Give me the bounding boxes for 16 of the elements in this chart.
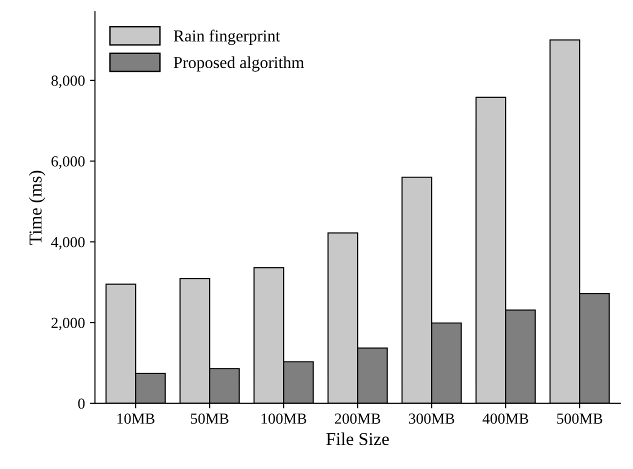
- x-axis-title: File Size: [326, 432, 389, 446]
- y-tick-label: 4,000: [51, 236, 85, 250]
- y-tick-label: 0: [78, 398, 85, 409]
- legend-label: Proposed algorithm: [174, 56, 304, 72]
- y-tick-label: 8,000: [51, 76, 85, 88]
- x-tick-label: 100MB: [262, 414, 306, 424]
- x-tick-label: 50MB: [191, 414, 228, 424]
- x-tick-label: 400MB: [482, 414, 528, 424]
- y-tick-label: 6,000: [52, 156, 85, 169]
- y-tick-label: 2,000: [52, 318, 85, 330]
- x-tick-label: 500MB: [557, 414, 602, 424]
- x-tick-label: 300MB: [409, 414, 454, 424]
- x-tick-label: 10MB: [117, 414, 154, 424]
- x-tick-label: 200MB: [334, 414, 380, 424]
- legend-label: Rain fingerprint: [174, 30, 280, 45]
- y-axis-title: Time (ms): [28, 170, 46, 245]
